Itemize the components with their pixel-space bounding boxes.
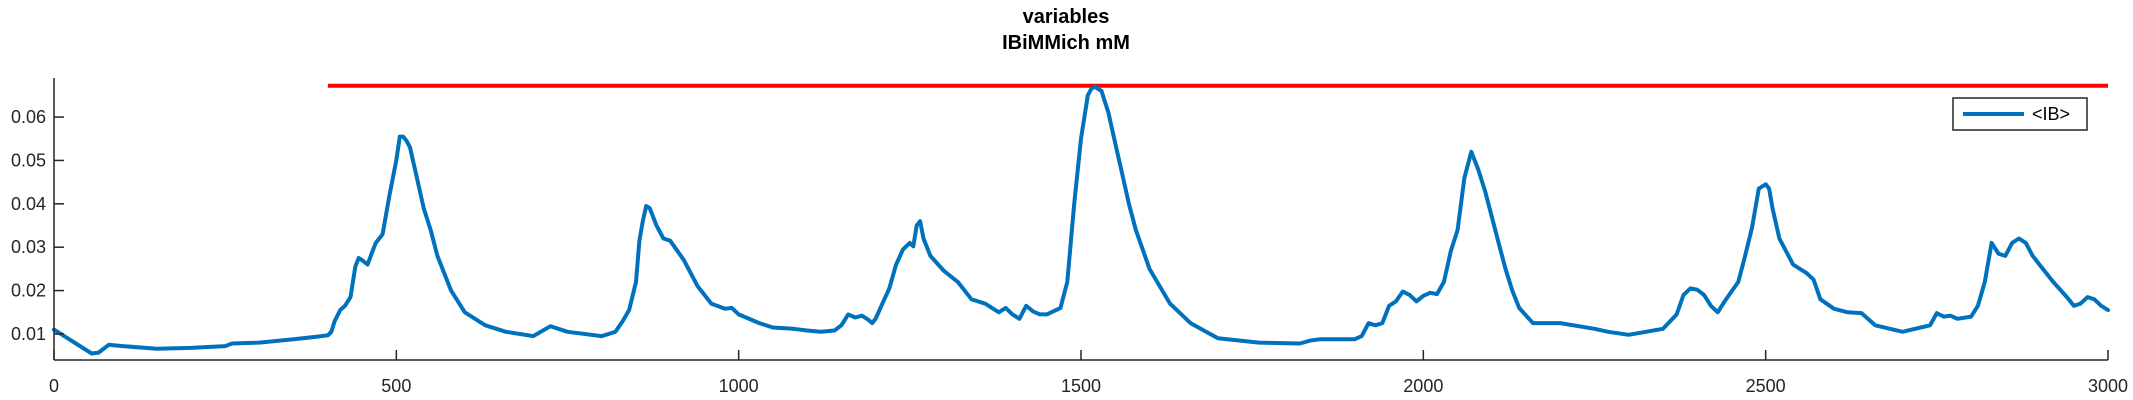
x-tick-label: 2500: [1746, 376, 1786, 396]
plot-area: [52, 83, 2110, 356]
legend-label: <IB>: [2032, 104, 2070, 124]
y-tick-label: 0.02: [11, 281, 46, 301]
x-tick-label: 0: [49, 376, 59, 396]
chart-title-line-2: IBiMMich mM: [1002, 32, 1130, 54]
y-tick-label: 0.01: [11, 324, 46, 344]
axes: 0 500 1000 1500 2000 2500 3000 0.01 0.02 0.03 0.04…: [11, 78, 2128, 396]
y-tick-label: 0.03: [11, 237, 46, 257]
x-tick-label: 1500: [1061, 376, 1101, 396]
x-tick-label: 2000: [1403, 376, 1443, 396]
y-tick-label: 0.06: [11, 107, 46, 127]
series-line-ib: [52, 84, 2110, 356]
y-tick-label: 0.05: [11, 150, 46, 170]
x-tick-label: 1000: [719, 376, 759, 396]
y-tick-label: 0.04: [11, 194, 46, 214]
x-tick-label: 500: [381, 376, 411, 396]
legend: <IB>: [1952, 97, 2088, 131]
x-tick-label: 3000: [2088, 376, 2128, 396]
chart-title-line-1: variables: [1023, 6, 1110, 28]
